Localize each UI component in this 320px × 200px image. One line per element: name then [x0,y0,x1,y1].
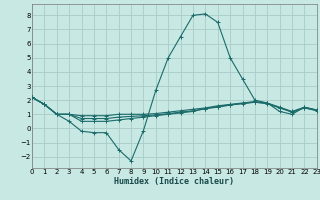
X-axis label: Humidex (Indice chaleur): Humidex (Indice chaleur) [115,177,234,186]
